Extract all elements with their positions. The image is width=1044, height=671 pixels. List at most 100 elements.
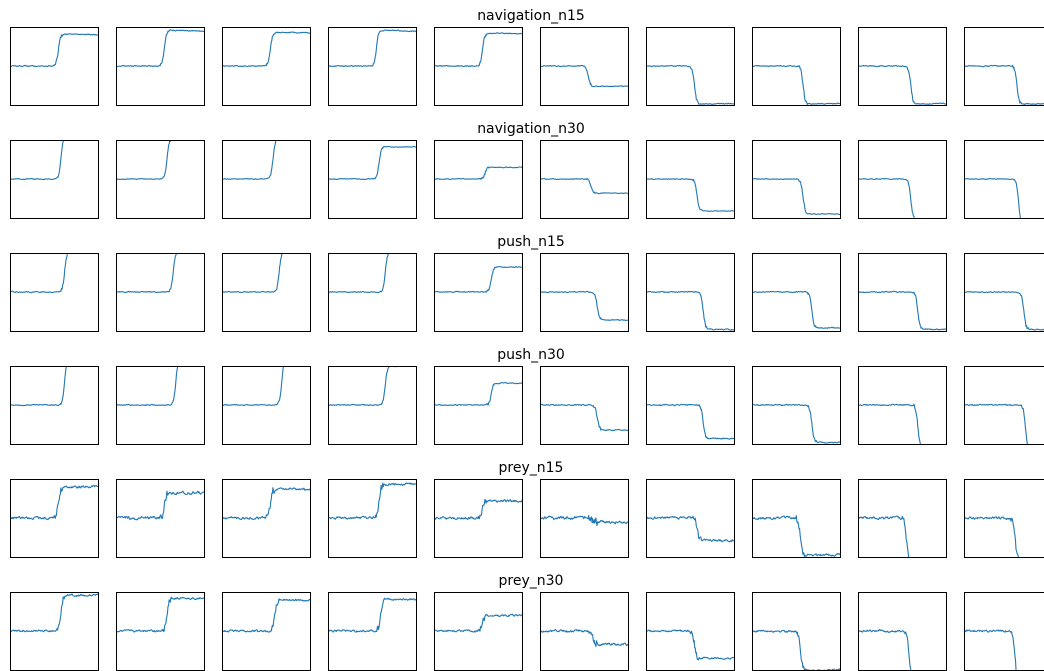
panel xyxy=(10,253,99,332)
panel xyxy=(540,592,629,671)
panel xyxy=(858,592,947,671)
row-title: prey_n30 xyxy=(499,573,564,589)
trace-line xyxy=(646,515,734,543)
panel xyxy=(222,479,311,558)
trace-line xyxy=(10,366,67,407)
panel-frame xyxy=(116,140,205,219)
trace-line xyxy=(752,178,840,216)
trace-line xyxy=(222,598,310,633)
trace-line xyxy=(434,265,522,293)
panel-frame xyxy=(646,366,735,445)
panel xyxy=(222,27,311,106)
panel xyxy=(752,592,841,671)
panel-frame xyxy=(752,140,841,219)
panel-frame xyxy=(752,479,841,558)
panel-frame xyxy=(858,253,947,332)
panel-frame xyxy=(858,366,947,445)
trace-line xyxy=(328,597,416,633)
trace-line xyxy=(222,253,284,294)
trace-line xyxy=(116,140,172,180)
panel xyxy=(434,27,523,106)
panel xyxy=(328,592,417,671)
panel xyxy=(328,27,417,106)
trace-line xyxy=(10,140,65,181)
panel xyxy=(328,366,417,445)
panel xyxy=(646,592,735,671)
trace-line xyxy=(222,366,284,407)
panel-frame xyxy=(752,366,841,445)
trace-line xyxy=(646,290,734,331)
trace-line xyxy=(752,64,840,105)
panel xyxy=(116,140,205,219)
panel-frame xyxy=(434,27,523,106)
panel-frame xyxy=(646,253,735,332)
trace-line xyxy=(328,366,416,407)
trace-line xyxy=(540,177,628,195)
trace-line xyxy=(646,403,734,440)
panel xyxy=(222,253,311,332)
panel-frame xyxy=(646,140,735,219)
panel xyxy=(964,27,1044,106)
panel-frame xyxy=(328,253,417,332)
trace-line xyxy=(858,290,946,331)
trace-line xyxy=(964,64,1044,105)
panel-frame xyxy=(222,366,311,445)
panel xyxy=(858,27,947,106)
trace-line xyxy=(752,629,840,670)
panel-frame xyxy=(10,479,99,558)
panel-frame xyxy=(328,27,417,106)
panel-frame xyxy=(646,27,735,106)
panel xyxy=(858,140,947,219)
panel xyxy=(222,140,311,219)
trace-line xyxy=(540,290,628,321)
trace-line xyxy=(858,629,912,670)
panel xyxy=(964,140,1044,219)
trace-line xyxy=(646,64,734,105)
panel-frame xyxy=(10,253,99,332)
panel-frame xyxy=(116,27,205,106)
panel-frame xyxy=(540,140,629,219)
panel-frame xyxy=(964,366,1044,445)
panel xyxy=(964,366,1044,445)
panel xyxy=(434,140,523,219)
panel xyxy=(752,253,841,332)
trace-line xyxy=(116,253,178,294)
trace-line xyxy=(328,29,416,68)
panel-frame xyxy=(540,592,629,671)
panel xyxy=(10,479,99,558)
panel xyxy=(646,253,735,332)
panel xyxy=(328,479,417,558)
panel-frame xyxy=(434,479,523,558)
panel-frame xyxy=(10,27,99,106)
panel-frame xyxy=(10,366,99,445)
panel xyxy=(752,479,841,558)
panel-frame xyxy=(116,479,205,558)
trace-line xyxy=(434,613,522,633)
row-title: push_n15 xyxy=(497,234,565,250)
panel-frame xyxy=(964,479,1044,558)
panel xyxy=(116,592,205,671)
panel-frame xyxy=(222,479,311,558)
trace-line xyxy=(858,64,946,105)
panel xyxy=(858,366,947,445)
panel xyxy=(434,366,523,445)
panel xyxy=(10,592,99,671)
panel-frame xyxy=(964,253,1044,332)
panel-frame xyxy=(434,140,523,219)
panel-frame xyxy=(646,479,735,558)
panel xyxy=(646,366,735,445)
trace-line xyxy=(858,403,921,444)
trace-line xyxy=(752,515,840,557)
panel xyxy=(10,140,99,219)
panel-frame xyxy=(10,140,99,219)
panel-frame xyxy=(752,27,841,106)
trace-line xyxy=(116,490,204,521)
trace-line xyxy=(540,403,628,432)
panel xyxy=(116,479,205,558)
panel-frame xyxy=(540,366,629,445)
trace-line xyxy=(434,382,522,407)
trace-line xyxy=(10,33,98,68)
panel-frame xyxy=(540,479,629,558)
row-title: push_n30 xyxy=(497,347,565,363)
trace-line xyxy=(646,178,734,212)
